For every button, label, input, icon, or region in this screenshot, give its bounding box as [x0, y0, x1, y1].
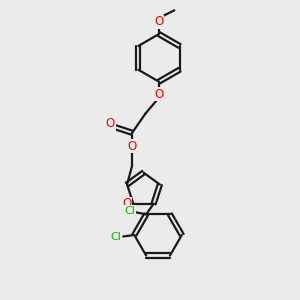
Text: O: O [154, 88, 164, 100]
Text: O: O [122, 197, 131, 210]
Text: Cl: Cl [110, 232, 121, 242]
Text: Cl: Cl [124, 206, 135, 216]
Text: O: O [128, 140, 137, 153]
Text: O: O [154, 15, 164, 28]
Text: O: O [106, 117, 115, 130]
